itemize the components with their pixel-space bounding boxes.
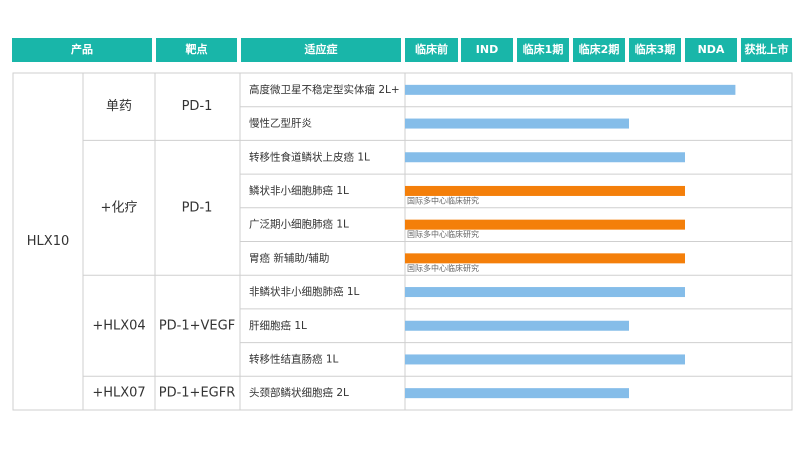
target-label: PD-1	[182, 99, 213, 114]
indication-label: 慢性乙型肝炎	[249, 117, 312, 130]
progress-bar	[405, 388, 629, 399]
progress-bar	[405, 219, 685, 230]
note-label: 国际多中心临床研究	[407, 195, 479, 205]
progress-bar	[405, 354, 685, 365]
combo-label: 单药	[106, 99, 132, 114]
header-label: 适应症	[305, 42, 338, 56]
header-cell	[685, 38, 737, 62]
header-label: NDA	[698, 43, 725, 56]
indication-label: 转移性食道鳞状上皮癌 1L	[249, 150, 370, 163]
progress-bar	[405, 253, 685, 264]
header-cell	[573, 38, 625, 62]
header-label: IND	[476, 43, 498, 56]
indication-label: 鳞状非小细胞肺癌 1L	[249, 184, 349, 197]
header-label: 靶点	[186, 42, 208, 56]
header-label: 临床前	[415, 42, 448, 56]
header-cell	[517, 38, 569, 62]
target-label: PD-1	[182, 200, 213, 215]
note-label: 国际多中心临床研究	[407, 229, 479, 239]
progress-bar	[405, 84, 736, 95]
combo-label: +HLX07	[92, 386, 145, 401]
header-label: 产品	[71, 42, 93, 56]
progress-bar	[405, 320, 629, 331]
header-label: 临床1期	[523, 42, 564, 56]
progress-bar	[405, 287, 685, 298]
combo-label: +HLX04	[92, 318, 145, 333]
indication-label: 广泛期小细胞肺癌 1L	[249, 218, 349, 231]
indication-label: 胃癌 新辅助/辅助	[249, 251, 329, 264]
target-label: PD-1+VEGF	[159, 318, 235, 333]
header-cell	[241, 38, 401, 62]
indication-label: 高度微卫星不稳定型实体瘤 2L+	[249, 83, 400, 96]
progress-bar	[405, 185, 685, 196]
header-cell	[156, 38, 237, 62]
product-label: HLX10	[27, 234, 69, 249]
progress-bar	[405, 118, 629, 129]
header-cell	[405, 38, 458, 62]
header-cell	[741, 38, 792, 62]
header-cell	[12, 38, 152, 62]
indication-label: 非鳞状非小细胞肺癌 1L	[249, 285, 360, 298]
progress-bar	[405, 152, 685, 163]
header-label: 临床3期	[635, 42, 676, 56]
header-label: 获批上市	[745, 42, 789, 56]
target-label: PD-1+EGFR	[159, 386, 236, 401]
header-cell	[461, 38, 513, 62]
note-label: 国际多中心临床研究	[407, 263, 479, 273]
indication-label: 肝细胞癌 1L	[249, 319, 307, 332]
header-label: 临床2期	[579, 42, 620, 56]
header-cell	[629, 38, 681, 62]
indication-label: 转移性结直肠癌 1L	[249, 352, 339, 365]
indication-label: 头颈部鳞状细胞癌 2L	[249, 386, 349, 399]
combo-label: +化疗	[101, 200, 138, 215]
